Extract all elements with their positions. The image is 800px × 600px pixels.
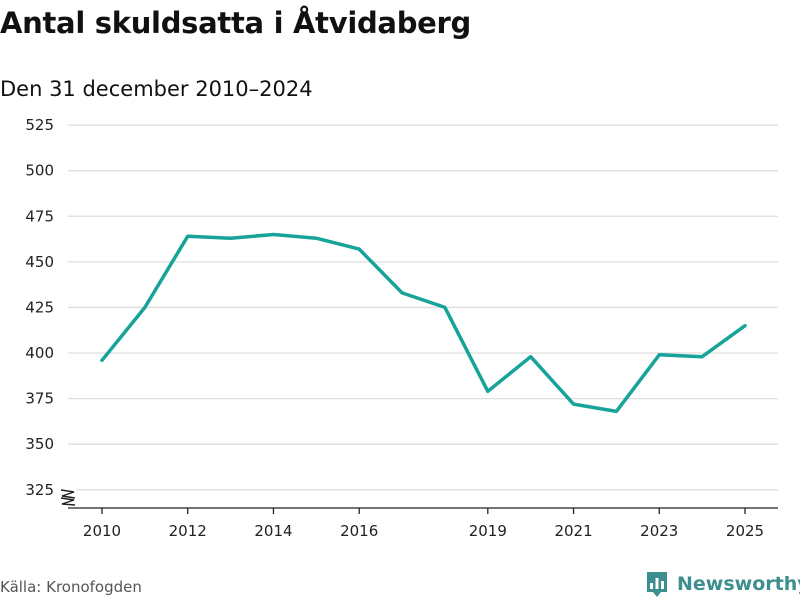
y-tick-label: 475 <box>25 207 54 225</box>
break-zigzag <box>60 489 76 499</box>
line-chart: 325 350 375 400 425 450 475 500 525 2010 2012 2014… <box>25 116 778 540</box>
grid-layer <box>68 124 778 491</box>
series-line <box>100 232 747 414</box>
x-axis <box>68 507 778 514</box>
x-tick-label: 2014 <box>254 522 292 540</box>
source-note: Källa: Kronofogden <box>0 578 142 596</box>
brand-name: Newsworthy <box>677 573 800 595</box>
y-tick-label: 450 <box>25 253 54 271</box>
x-tick-label: 2010 <box>83 522 121 540</box>
x-axis-labels: 2010 2012 2014 2016 2019 2021 2023 2025 <box>83 522 764 540</box>
x-tick-label: 2012 <box>169 522 207 540</box>
y-tick-label: 375 <box>25 390 54 408</box>
x-tick-label: 2023 <box>640 522 678 540</box>
axis-break-icon <box>60 487 76 506</box>
bar-chart-icon <box>647 572 667 597</box>
y-tick-label: 500 <box>25 162 54 180</box>
series-layer <box>100 232 747 414</box>
x-tick-label: 2021 <box>554 522 592 540</box>
y-tick-label: 350 <box>25 435 54 453</box>
y-tick-label: 425 <box>25 298 54 316</box>
chart-title: Antal skuldsatta i Åtvidaberg <box>0 6 471 40</box>
brand-logo: Newsworthy <box>645 570 800 598</box>
x-tick-label: 2019 <box>469 522 507 540</box>
y-axis-labels: 325 350 375 400 425 450 475 500 525 <box>25 116 54 499</box>
break-zigzag <box>60 497 76 506</box>
chart-subtitle: Den 31 december 2010–2024 <box>0 77 313 101</box>
y-tick-label: 525 <box>25 116 54 134</box>
y-tick-label: 400 <box>25 344 54 362</box>
x-tick-label: 2016 <box>340 522 378 540</box>
y-tick-label: 325 <box>25 481 54 499</box>
x-tick-label: 2025 <box>726 522 764 540</box>
